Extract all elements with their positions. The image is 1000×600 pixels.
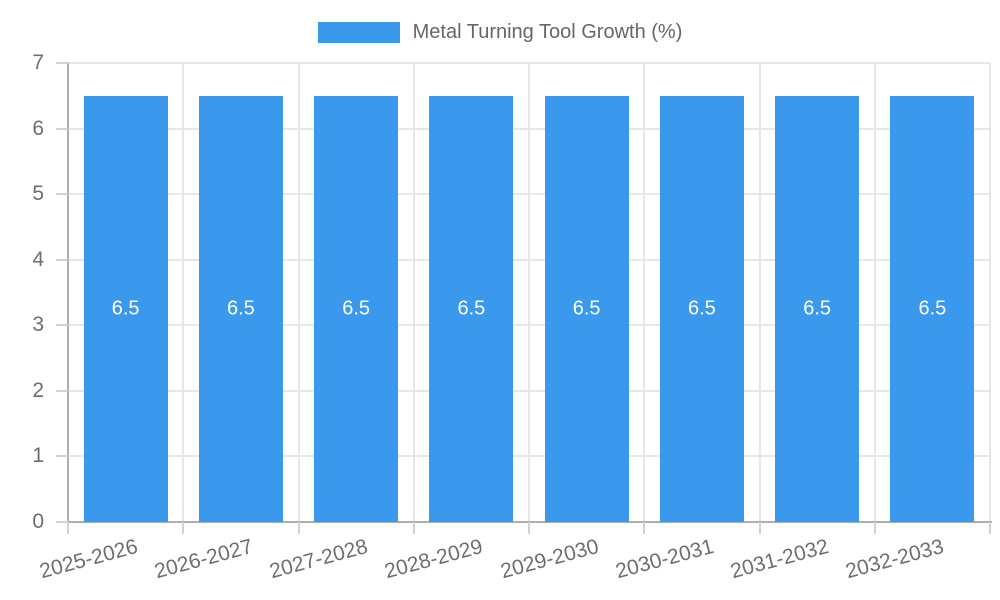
y-axis-tick-label: 0 [32, 510, 44, 533]
bar-value-label: 6.5 [572, 297, 601, 320]
bar-2028-2029[interactable]: 6.5 [429, 95, 514, 522]
y-tick-mark [56, 193, 68, 196]
legend-label: Metal Turning Tool Growth (%) [412, 21, 683, 43]
y-tick-mark [56, 258, 68, 261]
bar-2030-2031[interactable]: 6.5 [659, 95, 744, 522]
y-axis-tick-label: 1 [32, 444, 44, 468]
y-axis-tick-label: 4 [32, 247, 44, 271]
bar-2032-2033[interactable]: 6.5 [890, 95, 975, 522]
x-gridline [528, 63, 530, 522]
bar-value-label: 6.5 [457, 297, 486, 320]
y-tick-mark [56, 127, 68, 130]
x-tick-mark [297, 522, 300, 534]
x-gridline [643, 63, 646, 522]
bar-2029-2030[interactable]: 6.5 [544, 95, 629, 522]
x-tick-mark [528, 522, 530, 534]
y-tick-mark [56, 389, 68, 392]
x-tick-mark [67, 522, 69, 534]
x-gridline [297, 63, 300, 522]
x-gridline [412, 63, 415, 522]
bar-2027-2028[interactable]: 6.5 [314, 95, 399, 522]
bar-value-label: 6.5 [342, 297, 371, 320]
x-gridline [758, 63, 761, 522]
x-tick-mark [412, 522, 415, 534]
x-tick-mark [758, 522, 761, 534]
y-axis-tick-label: 7 [32, 51, 44, 74]
x-tick-mark [989, 522, 991, 534]
y-tick-mark [56, 455, 68, 458]
x-tick-mark [182, 522, 185, 534]
y-axis-tick-label: 5 [32, 182, 44, 206]
bar-2031-2032[interactable]: 6.5 [775, 95, 860, 522]
x-tick-mark [643, 522, 646, 534]
legend-color-swatch [317, 21, 400, 43]
y-axis-line [67, 63, 69, 522]
bar-value-label: 6.5 [918, 297, 947, 320]
bar-2025-2026[interactable]: 6.5 [83, 95, 168, 522]
y-tick-mark [56, 62, 68, 64]
bar-value-label: 6.5 [226, 297, 255, 320]
bar-value-label: 6.5 [803, 297, 832, 320]
chart-legend: Metal Turning Tool Growth (%) [0, 21, 1000, 43]
plot-area: 0 1 2 3 4 5 6 7 6.5 6.5 6.5 6.5 6.5 6.5 6.5 6.5 2025-202… [32, 51, 992, 583]
bar-value-label: 6.5 [111, 297, 140, 320]
y-axis-tick-label: 3 [32, 313, 44, 337]
bar-value-label: 6.5 [687, 297, 716, 320]
y-tick-mark [56, 324, 68, 327]
x-tick-mark [873, 522, 876, 534]
y-axis-tick-label: 2 [32, 378, 44, 402]
legend-item-metal-turning-tool-growth[interactable]: Metal Turning Tool Growth (%) [317, 21, 683, 43]
x-gridline [182, 63, 185, 522]
x-gridline [989, 63, 991, 522]
x-gridline [873, 63, 876, 522]
y-axis-tick-label: 6 [32, 116, 44, 140]
bar-2026-2027[interactable]: 6.5 [198, 95, 283, 522]
y-tick-mark [56, 521, 68, 523]
